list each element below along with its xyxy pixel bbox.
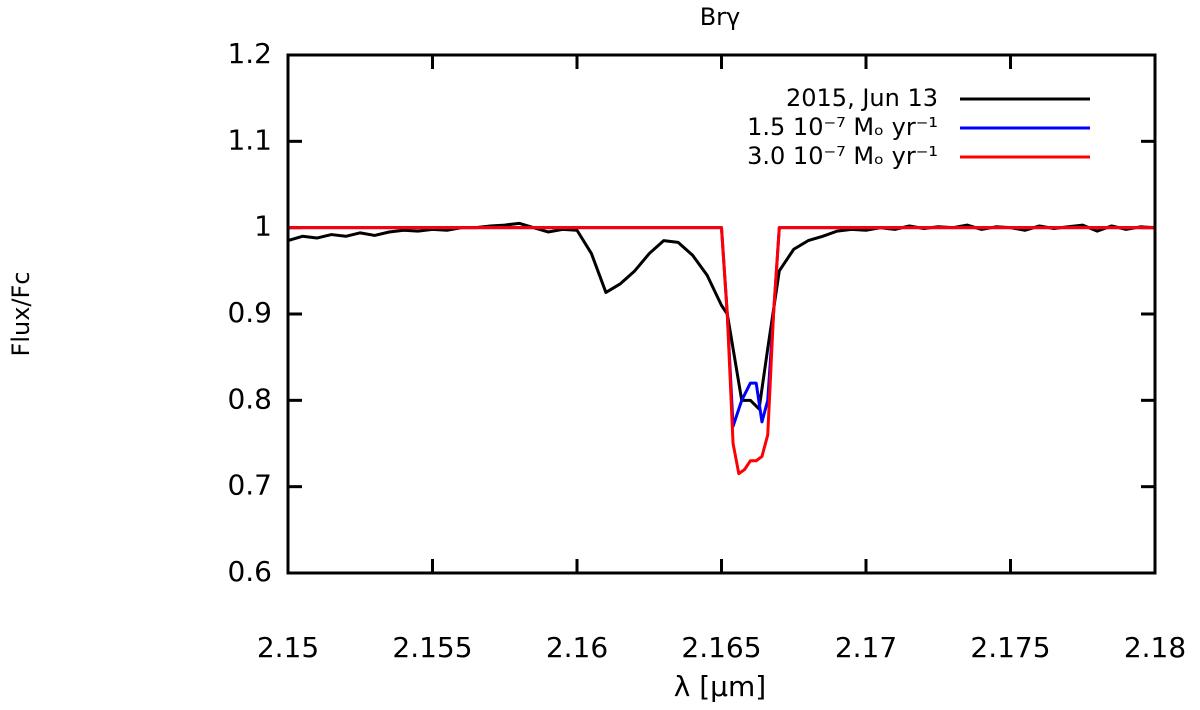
data-line xyxy=(287,221,1156,411)
y-tick-label: 0.9 xyxy=(227,296,272,329)
x-tick-label: 2.15 xyxy=(257,631,319,664)
y-tick-label: 1.1 xyxy=(227,123,272,156)
y-axis-label: Flux/Fc xyxy=(7,272,35,357)
y-tick-label: 0.8 xyxy=(227,382,272,415)
plot-frame xyxy=(286,53,1157,575)
legend-label: 3.0 10⁻⁷ Mₒ yr⁻¹ xyxy=(747,142,938,170)
x-tick-label: 2.18 xyxy=(1124,631,1186,664)
legend-label: 2015, Jun 13 xyxy=(786,84,938,112)
data-line xyxy=(288,226,1155,476)
y-tick-label: 0.7 xyxy=(227,469,272,502)
x-tick-label: 2.155 xyxy=(392,631,472,664)
data-line xyxy=(288,226,1155,428)
x-tick-label: 2.175 xyxy=(970,631,1050,664)
x-tick-label: 2.16 xyxy=(546,631,608,664)
legend-label: 1.5 10⁻⁷ Mₒ yr⁻¹ xyxy=(747,113,938,141)
y-tick-label: 1 xyxy=(254,210,272,243)
x-axis-label: λ [μm] xyxy=(674,670,766,703)
x-tick-label: 2.17 xyxy=(835,631,897,664)
y-tick-label: 1.2 xyxy=(227,37,272,70)
chart-title: Brγ xyxy=(700,3,741,31)
x-tick-label: 2.165 xyxy=(681,631,761,664)
y-tick-label: 0.6 xyxy=(227,555,272,588)
